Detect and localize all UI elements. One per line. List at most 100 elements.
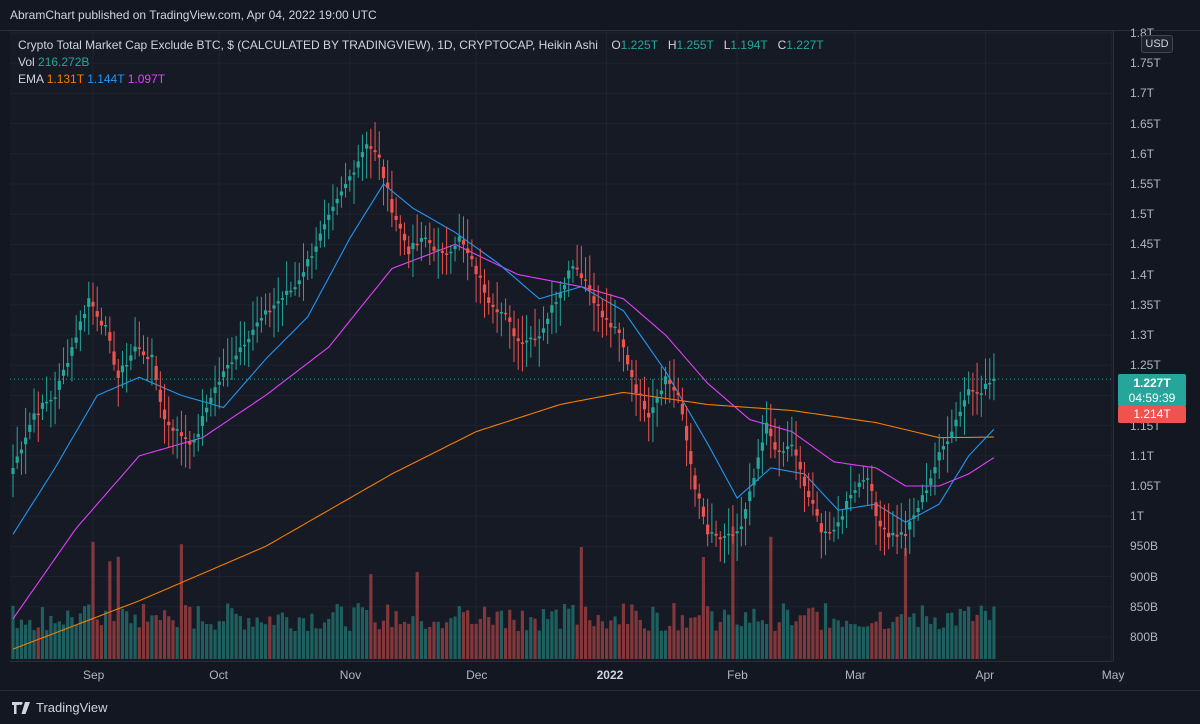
- price-tick-label: 1.45T: [1130, 237, 1161, 252]
- price-chart-svg[interactable]: [10, 31, 1113, 661]
- symbol-title[interactable]: Crypto Total Market Cap Exclude BTC, $ (…: [18, 38, 598, 52]
- volume-bar: [882, 629, 887, 659]
- candle-body: [306, 259, 310, 267]
- price-axis[interactable]: [1113, 31, 1191, 661]
- volume-bar: [567, 608, 571, 659]
- candle-body: [445, 253, 449, 255]
- candle-body: [529, 337, 533, 340]
- volume-label[interactable]: Vol: [18, 55, 35, 69]
- candle-body: [575, 267, 579, 270]
- close-marker-badge: 1.214T: [1118, 406, 1186, 423]
- ema-label[interactable]: EMA: [18, 72, 44, 86]
- volume-bar: [853, 624, 857, 659]
- candle-body: [676, 392, 680, 396]
- volume-bar: [836, 620, 840, 659]
- candle-body: [78, 321, 82, 331]
- volume-bar: [588, 620, 592, 659]
- volume-bar: [988, 619, 992, 659]
- volume-bar: [583, 606, 588, 659]
- candle-body: [310, 256, 314, 258]
- candle-body: [642, 400, 647, 410]
- candle-body: [550, 305, 554, 313]
- volume-bar: [445, 622, 449, 659]
- candle-body: [992, 378, 996, 381]
- volume-bar: [339, 606, 343, 659]
- candle-body: [946, 441, 950, 445]
- volume-bar: [790, 625, 794, 659]
- volume-bar: [377, 629, 381, 659]
- candle-body: [819, 523, 823, 533]
- volume-bar: [525, 630, 529, 659]
- candle-body: [432, 246, 436, 251]
- candle-body: [908, 521, 912, 530]
- volume-bar: [722, 609, 727, 659]
- volume-bar: [651, 606, 655, 659]
- candle-body: [849, 495, 853, 499]
- candle-body: [301, 272, 306, 277]
- candle-body: [562, 285, 567, 290]
- candle-body: [141, 351, 146, 356]
- candle-body: [398, 223, 402, 229]
- brand-mark[interactable]: TradingView: [12, 700, 108, 715]
- volume-bar: [276, 614, 280, 659]
- volume-bar: [529, 617, 533, 659]
- chart-pane[interactable]: [10, 31, 1113, 661]
- candle-body: [318, 233, 322, 241]
- ema-short-line: [12, 243, 995, 620]
- candle-body: [693, 475, 697, 490]
- volume-bar: [487, 617, 491, 659]
- candle-body: [474, 265, 478, 275]
- candle-body: [171, 427, 175, 431]
- candle-body: [478, 275, 482, 278]
- candle-body: [49, 399, 53, 402]
- volume-bar: [668, 625, 672, 659]
- volume-bar: [285, 617, 289, 659]
- candle-body: [836, 522, 840, 527]
- candle-body: [112, 351, 116, 365]
- candle-body: [377, 154, 381, 158]
- volume-bar: [975, 614, 979, 659]
- time-axis[interactable]: [10, 661, 1113, 690]
- candle-body: [217, 381, 221, 385]
- price-tick-label: 1.1T: [1130, 448, 1155, 463]
- volume-bar: [99, 625, 104, 659]
- volume-bar: [735, 624, 739, 659]
- candle-body: [752, 478, 756, 486]
- candle-body: [857, 482, 861, 487]
- volume-bar: [390, 626, 394, 659]
- candle-body: [449, 251, 453, 254]
- volume-bar: [537, 630, 541, 659]
- candle-body: [722, 536, 727, 538]
- volume-bar: [436, 621, 440, 659]
- candle-body: [402, 233, 407, 241]
- volume-bar: [739, 626, 743, 659]
- volume-bar: [45, 630, 49, 659]
- price-tick-label: 1.75T: [1130, 56, 1161, 71]
- volume-bar: [844, 620, 849, 659]
- open-value: 1.225T: [620, 38, 658, 52]
- volume-bar: [188, 606, 192, 659]
- volume-bar: [32, 630, 36, 659]
- volume-bar: [24, 624, 28, 659]
- candle-body: [28, 424, 32, 432]
- price-tick-label: 1.35T: [1130, 297, 1161, 312]
- candle-body: [613, 326, 617, 329]
- candle-body: [891, 532, 895, 536]
- candle-body: [285, 290, 289, 295]
- volume-bar: [192, 628, 196, 659]
- candle-body: [621, 339, 626, 348]
- volume-bar: [571, 604, 575, 659]
- volume-bar: [196, 606, 200, 659]
- candle-body: [175, 429, 179, 431]
- volume-bar: [558, 628, 562, 659]
- volume-bar: [108, 561, 112, 659]
- volume-bar: [642, 628, 647, 659]
- volume-bar: [802, 615, 807, 659]
- currency-badge[interactable]: USD: [1141, 35, 1173, 53]
- volume-bar: [516, 630, 520, 659]
- volume-bar: [398, 624, 402, 659]
- volume-bar: [714, 630, 718, 659]
- volume-bar: [769, 536, 773, 659]
- volume-bar: [554, 609, 558, 659]
- candle-body: [579, 273, 583, 279]
